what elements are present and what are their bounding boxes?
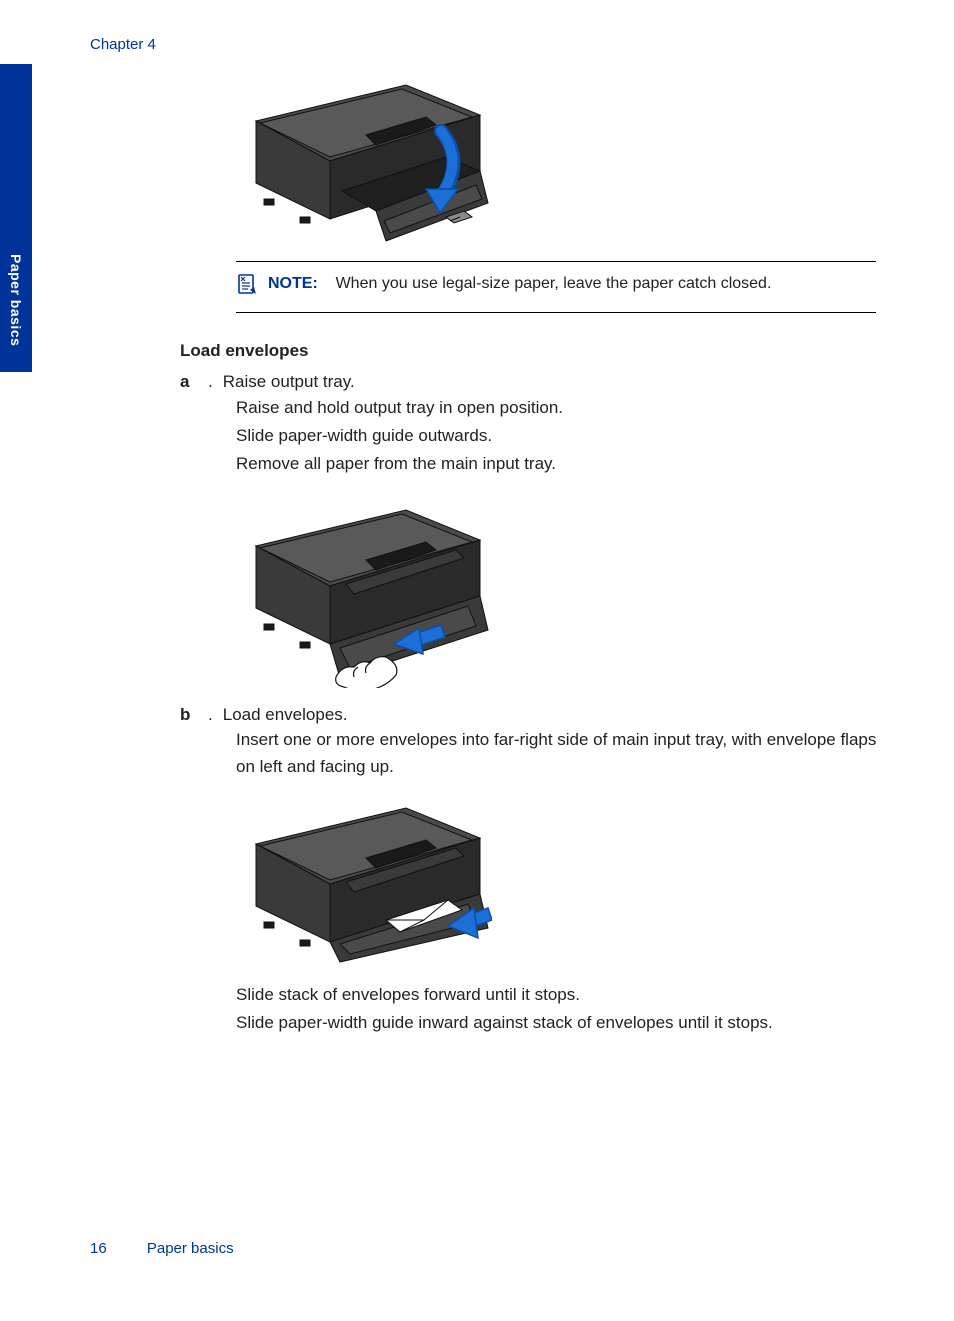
chapter-header: Chapter 4: [90, 36, 894, 53]
page-footer: 16 Paper basics: [90, 1240, 234, 1257]
step-title: Raise output tray.: [223, 369, 355, 395]
step-b-body: Insert one or more envelopes into far-ri…: [236, 727, 884, 780]
step-a-line-1: Raise and hold output tray in open posit…: [236, 395, 884, 421]
note-spacer: [322, 275, 331, 292]
note-text: When you use legal-size paper, leave the…: [336, 275, 772, 292]
figure-printer-paper-catch: [236, 71, 492, 243]
footer-title: Paper basics: [147, 1240, 234, 1257]
step-a-line-2: Slide paper-width guide outwards.: [236, 423, 884, 449]
side-tab-label: Paper basics: [8, 64, 24, 346]
step-b-line-1: Insert one or more envelopes into far-ri…: [236, 727, 884, 780]
side-tab: Paper basics: [0, 64, 32, 372]
step-letter: b: [180, 702, 198, 728]
step-a: a. Raise output tray. Raise and hold out…: [180, 369, 884, 478]
step-b-after-line-1: Slide stack of envelopes forward until i…: [236, 982, 884, 1008]
section-heading: Load envelopes: [180, 341, 884, 361]
figure-printer-load-envelopes: [236, 794, 492, 966]
note-icon: [236, 273, 258, 302]
step-b-after-line-2: Slide paper-width guide inward against s…: [236, 1010, 884, 1036]
note-box: NOTE: When you use legal-size paper, lea…: [236, 261, 876, 313]
step-a-line-3: Remove all paper from the main input tra…: [236, 451, 884, 477]
page-content: NOTE: When you use legal-size paper, lea…: [180, 71, 884, 1037]
step-a-body: Raise and hold output tray in open posit…: [236, 395, 884, 478]
figure-printer-raise-tray: [236, 492, 492, 688]
step-dot: .: [208, 369, 213, 395]
step-title: Load envelopes.: [223, 702, 348, 728]
note-label: NOTE:: [268, 275, 318, 292]
step-letter: a: [180, 369, 198, 395]
footer-page-number: 16: [90, 1240, 107, 1257]
step-dot: .: [208, 702, 213, 728]
step-b-body-after: Slide stack of envelopes forward until i…: [236, 982, 884, 1037]
step-b: b. Load envelopes. Insert one or more en…: [180, 702, 884, 780]
